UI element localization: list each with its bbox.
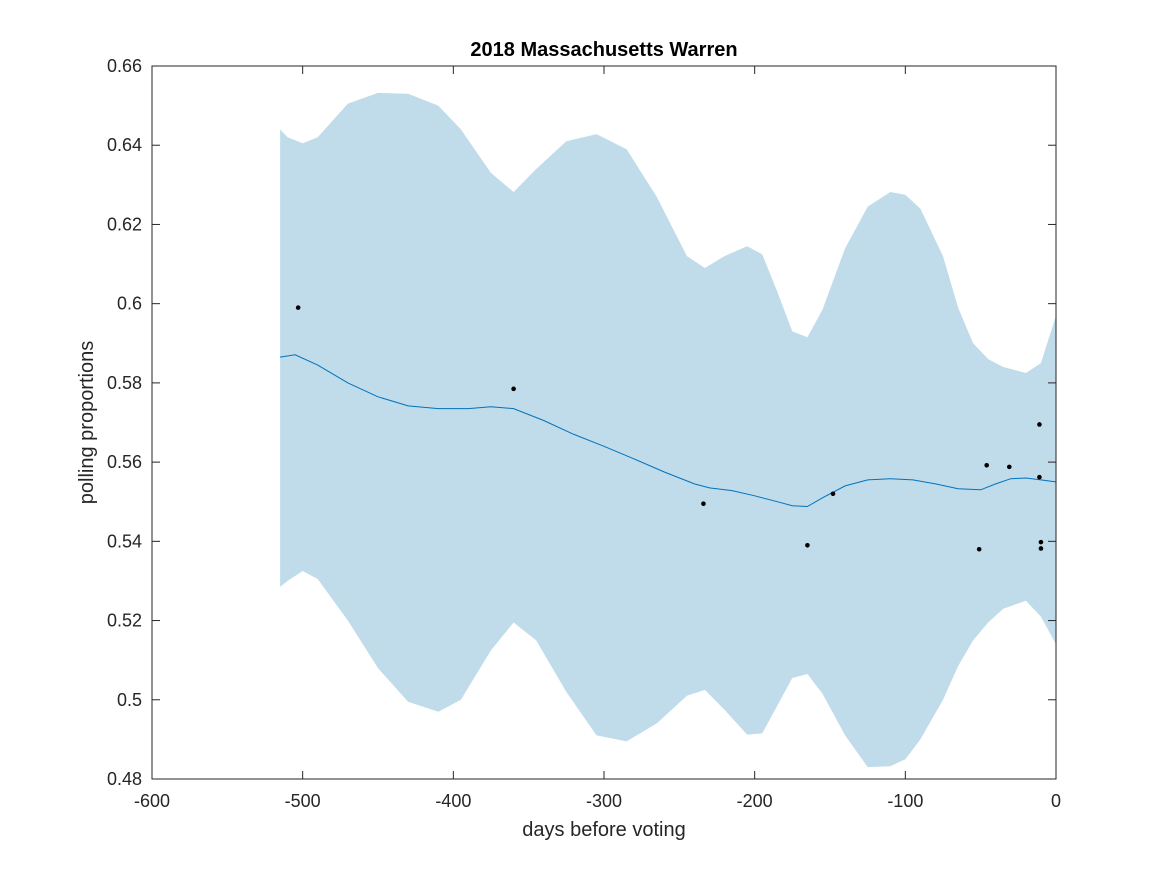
- y-tick-label: 0.52: [107, 611, 142, 631]
- poll-point: [701, 501, 706, 507]
- x-tick-label: -500: [285, 791, 321, 811]
- poll-points: [295, 305, 1044, 552]
- poll-point: [830, 491, 836, 497]
- poll-point: [1037, 474, 1042, 480]
- y-tick-label: 0.56: [107, 452, 142, 472]
- poll-point: [805, 542, 810, 548]
- poll-point: [984, 462, 989, 468]
- y-tick-label: 0.66: [107, 56, 142, 76]
- poll-point: [295, 305, 301, 310]
- x-tick-label: -200: [737, 791, 773, 811]
- plot-area: [280, 92, 1057, 768]
- y-axis-label: polling proportions: [76, 341, 98, 504]
- y-tick-label: 0.62: [107, 214, 142, 234]
- y-tick-label: 0.6: [117, 294, 142, 314]
- poll-point: [1006, 464, 1012, 470]
- y-tick-label: 0.5: [117, 690, 142, 710]
- poll-point: [1038, 539, 1044, 545]
- poll-point: [1038, 546, 1044, 551]
- x-tick-label: -300: [586, 791, 622, 811]
- y-tick-label: 0.64: [107, 135, 142, 155]
- y-axis-ticks: 0.48 0.5 0.52 0.54 0.56 0.58 0.6 0.62 0.64 0.66: [107, 56, 1056, 789]
- confidence-band: [280, 92, 1057, 768]
- x-tick-label: 0: [1051, 791, 1061, 811]
- x-axis-ticks: -600 -500 -400 -300 -200 -100 0: [134, 66, 1061, 811]
- x-tick-label: -600: [134, 791, 170, 811]
- chart-title: 2018 Massachusetts Warren: [470, 39, 737, 61]
- x-axis-label: days before voting: [522, 819, 685, 841]
- poll-point: [511, 386, 516, 392]
- mean-line: [280, 354, 1057, 508]
- y-tick-label: 0.48: [107, 769, 142, 789]
- x-tick-label: -100: [887, 791, 923, 811]
- y-tick-label: 0.54: [107, 531, 142, 551]
- y-tick-label: 0.58: [107, 373, 142, 393]
- poll-point: [1037, 422, 1042, 427]
- x-tick-label: -400: [435, 791, 471, 811]
- poll-point: [976, 546, 982, 552]
